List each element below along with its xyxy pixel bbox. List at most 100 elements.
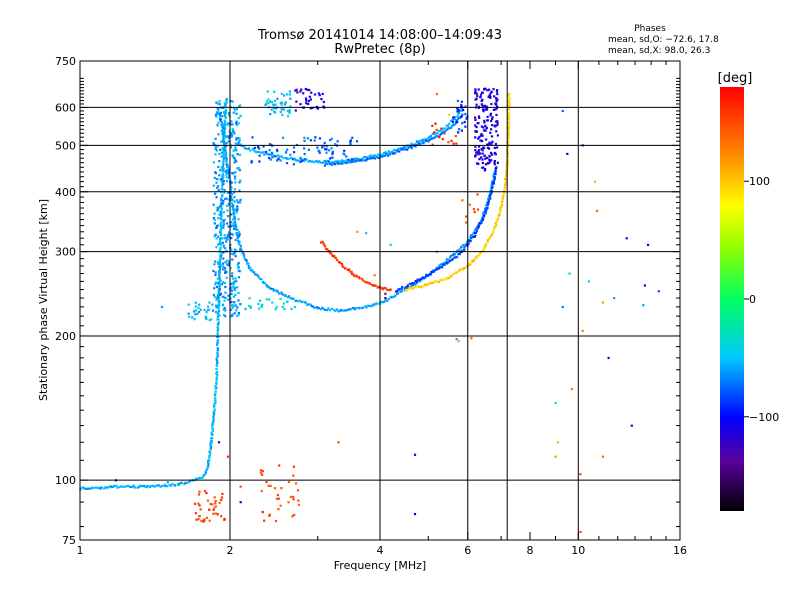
echo-point	[476, 162, 479, 165]
echo-point	[242, 253, 245, 256]
echo-point	[416, 143, 419, 146]
echo-point	[441, 138, 444, 141]
echo-point	[463, 244, 466, 247]
echo-point	[250, 161, 253, 164]
echo-point	[355, 307, 358, 310]
echo-point	[479, 95, 482, 99]
echo-point	[216, 354, 219, 358]
echo-point	[351, 136, 354, 139]
echo-point	[407, 146, 410, 149]
echo-point	[238, 105, 241, 108]
echo-point	[392, 149, 395, 152]
echo-point	[377, 156, 380, 159]
echo-point	[448, 122, 451, 125]
echo-point	[343, 149, 346, 152]
echo-point	[234, 177, 237, 180]
echo-point	[271, 153, 274, 156]
echo-point	[265, 283, 268, 287]
echo-point	[464, 105, 467, 108]
echo-point	[418, 278, 421, 281]
echo-point	[477, 137, 480, 140]
echo-point	[221, 237, 224, 240]
echo-point	[481, 98, 484, 101]
echo-point	[391, 151, 394, 154]
echo-point	[233, 157, 236, 160]
echo-point	[491, 153, 494, 156]
echo-point	[215, 285, 219, 289]
echo-point	[236, 306, 239, 309]
echo-point	[475, 92, 478, 95]
echo-point	[381, 153, 384, 156]
echo-point	[488, 147, 491, 150]
echo-point	[217, 307, 220, 310]
echo-point	[218, 270, 221, 273]
echo-point	[244, 147, 247, 150]
echo-point	[353, 157, 356, 160]
echo-point	[478, 145, 481, 148]
echo-point	[343, 267, 346, 270]
echo-point	[288, 112, 291, 115]
echo-point	[279, 504, 282, 507]
echo-point	[236, 205, 239, 208]
echo-point	[414, 286, 417, 289]
echo-point	[280, 101, 283, 104]
echo-point	[507, 114, 510, 117]
echo-point	[289, 495, 292, 498]
echo-point	[220, 498, 223, 502]
echo-point	[214, 281, 218, 284]
echo-point	[247, 266, 250, 269]
echo-point	[489, 131, 492, 134]
echo-point	[222, 127, 225, 130]
echo-point	[460, 245, 463, 249]
echo-point	[430, 273, 433, 276]
echo-point	[224, 309, 227, 312]
echo-point	[219, 294, 222, 297]
echo-point	[486, 239, 489, 242]
echo-point	[230, 193, 234, 196]
echo-point	[373, 274, 376, 277]
echo-point	[220, 264, 223, 267]
echo-point	[208, 456, 211, 459]
echo-point	[155, 484, 158, 487]
echo-point	[495, 103, 498, 106]
echo-point	[474, 145, 477, 148]
echo-point	[443, 278, 446, 281]
echo-point	[313, 139, 316, 142]
echo-point	[219, 222, 222, 226]
echo-point	[220, 155, 223, 158]
echo-point	[229, 252, 232, 255]
echo-point	[595, 209, 599, 212]
echo-point	[500, 208, 503, 211]
echo-point	[221, 115, 224, 118]
echo-point	[197, 493, 201, 496]
echo-point	[316, 161, 319, 164]
echo-point	[286, 296, 289, 299]
echo-point	[365, 232, 368, 235]
echo-point	[454, 256, 457, 259]
echo-point	[234, 255, 237, 258]
echo-point	[285, 93, 289, 96]
echo-point	[447, 113, 451, 116]
echo-point	[216, 340, 219, 343]
y-tick-label: 400	[55, 186, 76, 199]
echo-point	[221, 262, 224, 265]
echo-point	[477, 224, 480, 227]
echo-point	[221, 194, 224, 197]
echo-point	[363, 156, 366, 159]
echo-point	[435, 280, 438, 283]
echo-point	[213, 218, 216, 222]
echo-point	[223, 517, 226, 521]
echo-point	[321, 306, 324, 309]
echo-point	[218, 278, 221, 281]
echo-point	[284, 294, 287, 297]
echo-point	[226, 235, 229, 238]
echo-point	[428, 136, 431, 139]
echo-point	[215, 363, 219, 366]
echo-point	[159, 485, 162, 488]
echo-point	[474, 227, 478, 230]
echo-point	[237, 276, 240, 279]
echo-point	[274, 103, 277, 106]
echo-point	[231, 172, 234, 175]
echo-point	[377, 285, 380, 288]
echo-point	[213, 295, 216, 298]
